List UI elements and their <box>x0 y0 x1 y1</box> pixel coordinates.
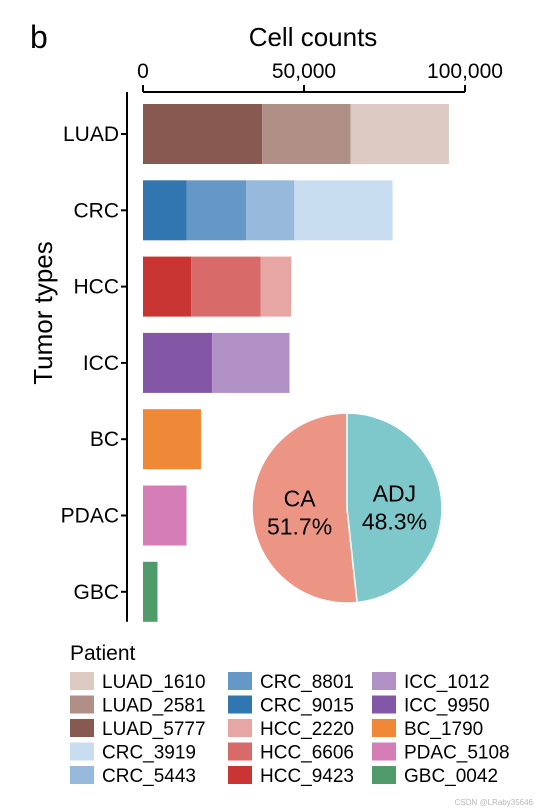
legend-title: Patient <box>70 642 136 665</box>
legend-label-luad-5777: LUAD_5777 <box>102 719 206 740</box>
bar-chart: 0 50,000 100,000 LUAD CRC HCC ICC BC PDAC GBC <box>61 60 503 622</box>
bar-segment-luad-1610 <box>350 104 449 164</box>
legend-swatch-crc-3919 <box>70 742 94 761</box>
pie-label-adj: ADJ <box>373 480 416 506</box>
bar-segment-luad-5777 <box>143 104 263 164</box>
bar-segment-crc-9015 <box>143 180 187 241</box>
y-tick-label-hcc: HCC <box>74 276 120 299</box>
legend-swatch-crc-9015 <box>228 695 252 714</box>
legend-swatch-bc-1790 <box>372 719 396 737</box>
legend-label-hcc-9423: HCC_9423 <box>260 766 354 787</box>
y-tick-label-crc: CRC <box>74 199 120 222</box>
legend-label-hcc-2220: HCC_2220 <box>260 719 354 740</box>
pie-percent-adj: 48.3% <box>362 508 427 534</box>
legend-label-crc-8801: CRC_8801 <box>260 672 354 693</box>
legend-swatch-hcc-6606 <box>228 742 252 761</box>
x-tick-label: 0 <box>137 60 149 83</box>
legend-label-crc-9015: CRC_9015 <box>260 696 354 717</box>
bar-segment-crc-5443 <box>246 180 295 241</box>
y-axis-label: Tumor types <box>28 241 58 385</box>
legend-swatch-hcc-2220 <box>228 719 252 737</box>
legend-label-crc-5443: CRC_5443 <box>102 766 196 787</box>
legend-swatch-icc-9950 <box>372 695 396 714</box>
legend-swatch-pdac-5108 <box>372 742 396 761</box>
legend-label-hcc-6606: HCC_6606 <box>260 743 354 764</box>
legend-label-gbc-0042: GBC_0042 <box>404 766 498 787</box>
bar-segment-icc-9950 <box>143 332 213 393</box>
bar-segment-crc-3919 <box>294 180 393 241</box>
legend-label-icc-1012: ICC_1012 <box>404 672 490 693</box>
bar-segment-hcc-2220 <box>260 256 292 317</box>
legend-label-crc-3919: CRC_3919 <box>102 743 196 764</box>
bar-segment-icc-1012 <box>212 332 290 393</box>
legend-label-bc-1790: BC_1790 <box>404 719 483 740</box>
bar-segment-hcc-9423 <box>143 256 192 317</box>
bar-segment-pdac-5108 <box>143 485 187 546</box>
bar-segment-hcc-6606 <box>191 256 261 317</box>
legend-swatch-crc-5443 <box>70 766 94 784</box>
watermark: CSDN @LRaby35646 <box>454 798 533 807</box>
x-tick-label: 50,000 <box>272 60 336 83</box>
legend-label-pdac-5108: PDAC_5108 <box>404 743 510 764</box>
pie-percent-ca: 51.7% <box>267 514 332 540</box>
legend-label-luad-1610: LUAD_1610 <box>102 672 206 693</box>
pie-label-ca: CA <box>284 486 317 512</box>
y-tick-label-bc: BC <box>90 428 119 451</box>
legend-label-luad-2581: LUAD_2581 <box>102 696 206 717</box>
y-tick-label-icc: ICC <box>83 352 119 375</box>
bar-segment-crc-8801 <box>186 180 247 241</box>
pie-slice-adj <box>346 412 443 604</box>
legend-swatch-hcc-9423 <box>228 766 252 784</box>
legend-swatch-icc-1012 <box>372 672 396 690</box>
bar-segment-luad-2581 <box>262 104 351 164</box>
legend-label-icc-9950: ICC_9950 <box>404 696 490 717</box>
x-axis-label: Cell counts <box>249 22 378 52</box>
y-tick-label-luad: LUAD <box>63 123 119 146</box>
legend-swatch-gbc-0042 <box>372 766 396 784</box>
pie-slice-ca <box>251 412 358 604</box>
panel-label: b <box>30 19 48 55</box>
legend-swatch-luad-5777 <box>70 719 94 737</box>
bar-segment-bc-1790 <box>143 409 201 470</box>
bar-segment-gbc-0042 <box>143 561 158 622</box>
legend-swatch-luad-2581 <box>70 695 94 714</box>
legend-swatch-luad-1610 <box>70 672 94 690</box>
legend-swatch-crc-8801 <box>228 672 252 690</box>
x-tick-label: 100,000 <box>427 60 503 83</box>
y-tick-label-gbc: GBC <box>73 581 119 604</box>
y-tick-label-pdac: PDAC <box>61 505 119 528</box>
